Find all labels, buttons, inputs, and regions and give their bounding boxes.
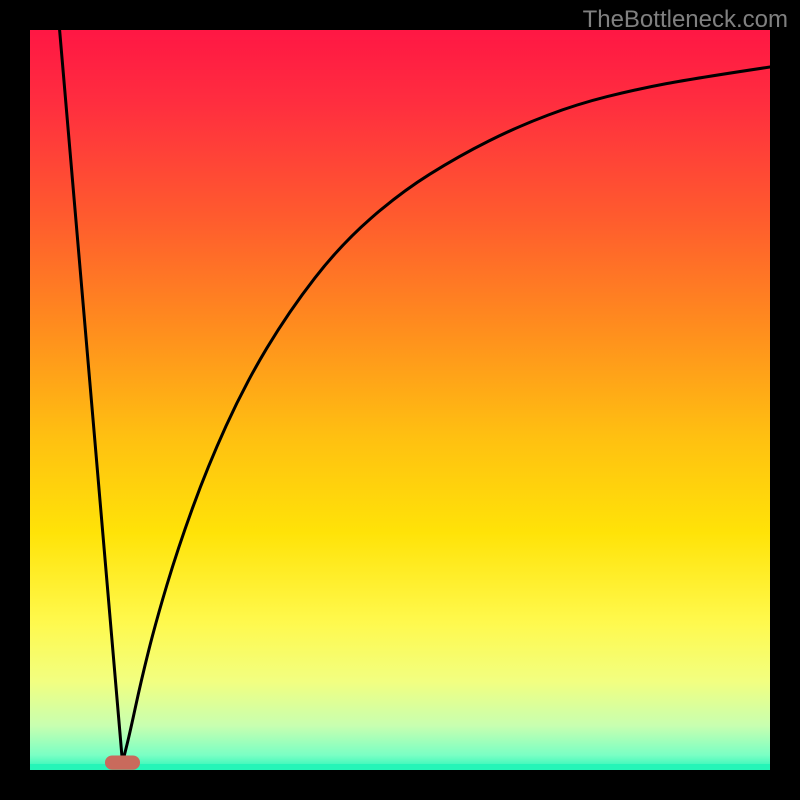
gradient-background <box>30 30 770 770</box>
min-point-marker <box>105 756 139 769</box>
chart-svg <box>30 30 770 770</box>
chart-container: TheBottleneck.com <box>0 0 800 800</box>
bottom-strip <box>30 764 770 770</box>
watermark-text: TheBottleneck.com <box>583 6 788 34</box>
plot-area <box>30 30 770 770</box>
